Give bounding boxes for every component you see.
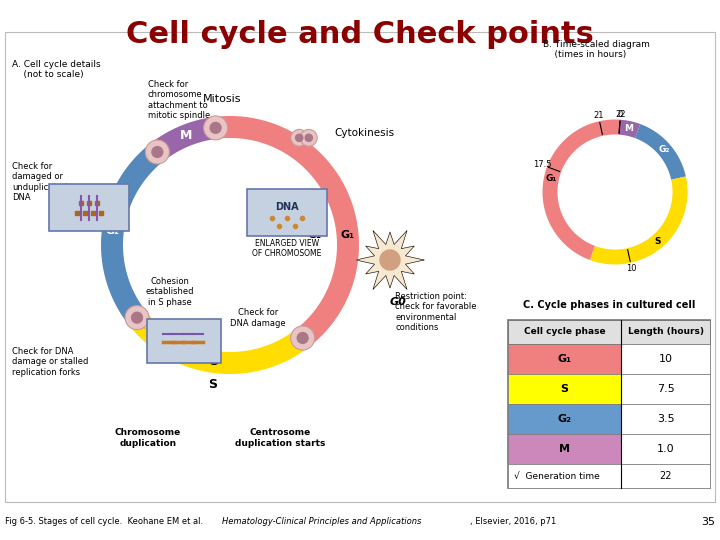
Text: G₁: G₁ bbox=[341, 230, 354, 240]
Polygon shape bbox=[635, 124, 686, 180]
Circle shape bbox=[125, 306, 149, 329]
Text: G₂: G₂ bbox=[658, 145, 670, 154]
Text: M: M bbox=[624, 124, 633, 133]
FancyBboxPatch shape bbox=[621, 404, 710, 434]
Polygon shape bbox=[150, 117, 217, 161]
Circle shape bbox=[300, 130, 318, 146]
Circle shape bbox=[132, 312, 143, 323]
Text: G₁: G₁ bbox=[308, 230, 322, 240]
Text: Fig 6-5. Stages of cell cycle.  Keohane EM et al.: Fig 6-5. Stages of cell cycle. Keohane E… bbox=[5, 517, 208, 526]
Text: Check for
DNA damage: Check for DNA damage bbox=[230, 308, 286, 328]
Text: Check for
chromosome
attachment to
mitotic spindle: Check for chromosome attachment to mitot… bbox=[148, 80, 210, 120]
FancyBboxPatch shape bbox=[508, 320, 710, 344]
FancyBboxPatch shape bbox=[508, 464, 710, 488]
FancyBboxPatch shape bbox=[147, 319, 221, 363]
Text: Check for
damaged or
unduplicated
DNA: Check for damaged or unduplicated DNA bbox=[12, 162, 67, 202]
Text: 10: 10 bbox=[626, 264, 637, 273]
Text: , Elsevier, 2016, p71: , Elsevier, 2016, p71 bbox=[470, 517, 557, 526]
Text: S: S bbox=[209, 355, 218, 368]
Text: 0: 0 bbox=[618, 110, 623, 119]
Circle shape bbox=[145, 140, 169, 164]
Text: Cell cycle and Check points: Cell cycle and Check points bbox=[126, 20, 594, 49]
FancyBboxPatch shape bbox=[621, 374, 710, 404]
Text: 21: 21 bbox=[593, 111, 603, 120]
FancyBboxPatch shape bbox=[49, 184, 129, 231]
Text: Restriction point:
check for favorable
environmental
conditions: Restriction point: check for favorable e… bbox=[395, 292, 477, 332]
Text: S: S bbox=[561, 384, 569, 394]
FancyBboxPatch shape bbox=[508, 320, 710, 488]
Text: Centrosome
duplication starts: Centrosome duplication starts bbox=[235, 428, 325, 448]
Polygon shape bbox=[590, 177, 688, 265]
Text: 22: 22 bbox=[660, 471, 672, 481]
FancyBboxPatch shape bbox=[621, 344, 710, 374]
Text: Cell cycle phase: Cell cycle phase bbox=[523, 327, 606, 336]
Text: 17.5: 17.5 bbox=[533, 160, 551, 170]
Circle shape bbox=[152, 147, 163, 158]
Polygon shape bbox=[128, 311, 310, 374]
Text: 35: 35 bbox=[701, 517, 715, 527]
Circle shape bbox=[204, 116, 228, 140]
Circle shape bbox=[291, 326, 315, 350]
Text: G₂: G₂ bbox=[557, 414, 572, 424]
Text: 7.5: 7.5 bbox=[657, 384, 675, 394]
FancyBboxPatch shape bbox=[508, 404, 621, 434]
Text: A. Cell cycle details
    (not to scale): A. Cell cycle details (not to scale) bbox=[12, 60, 101, 79]
Polygon shape bbox=[146, 144, 168, 160]
FancyBboxPatch shape bbox=[508, 434, 621, 464]
Text: G₂: G₂ bbox=[106, 226, 120, 235]
Text: 3.5: 3.5 bbox=[657, 414, 675, 424]
Circle shape bbox=[296, 134, 303, 141]
Text: Length (hours): Length (hours) bbox=[628, 327, 703, 336]
Text: Check for DNA
damage or stalled
replication forks: Check for DNA damage or stalled replicat… bbox=[12, 347, 89, 377]
Text: G₁: G₁ bbox=[546, 174, 557, 183]
Text: Mitosis: Mitosis bbox=[203, 94, 241, 104]
Polygon shape bbox=[619, 120, 640, 138]
Text: 22: 22 bbox=[615, 110, 626, 119]
FancyBboxPatch shape bbox=[508, 344, 621, 374]
Polygon shape bbox=[206, 118, 234, 129]
Text: G₁: G₁ bbox=[557, 354, 572, 364]
Text: M: M bbox=[559, 444, 570, 454]
Polygon shape bbox=[542, 119, 620, 260]
Text: Chromosome
duplication: Chromosome duplication bbox=[115, 428, 181, 448]
FancyBboxPatch shape bbox=[621, 434, 710, 464]
Polygon shape bbox=[219, 116, 359, 347]
Polygon shape bbox=[292, 329, 314, 347]
Text: C. Cycle phases in cultured cell: C. Cycle phases in cultured cell bbox=[523, 300, 696, 310]
Text: ENLARGED VIEW
OF CHROMOSOME: ENLARGED VIEW OF CHROMOSOME bbox=[252, 239, 322, 259]
Circle shape bbox=[210, 123, 221, 133]
Circle shape bbox=[305, 134, 312, 141]
Text: B. Time-scaled diagram
    (times in hours): B. Time-scaled diagram (times in hours) bbox=[543, 40, 650, 59]
FancyBboxPatch shape bbox=[508, 374, 621, 404]
Text: S: S bbox=[208, 379, 217, 392]
Text: S: S bbox=[654, 237, 661, 246]
Circle shape bbox=[291, 130, 307, 146]
Text: Hematology-Clinical Principles and Applications: Hematology-Clinical Principles and Appli… bbox=[222, 517, 421, 526]
Text: Cohesion
established
in S phase: Cohesion established in S phase bbox=[145, 277, 194, 307]
Polygon shape bbox=[101, 143, 164, 325]
Circle shape bbox=[380, 250, 400, 270]
Text: M: M bbox=[179, 129, 192, 142]
Circle shape bbox=[297, 333, 308, 343]
Polygon shape bbox=[356, 231, 424, 289]
Text: 10: 10 bbox=[659, 354, 672, 364]
Text: G₂: G₂ bbox=[78, 220, 91, 230]
Text: Cytokinesis: Cytokinesis bbox=[334, 128, 394, 138]
Text: DNA: DNA bbox=[275, 202, 299, 213]
Text: 1.0: 1.0 bbox=[657, 444, 675, 454]
Text: √  Generation time: √ Generation time bbox=[514, 471, 600, 481]
Text: Growth
in mass: Growth in mass bbox=[267, 206, 309, 228]
Polygon shape bbox=[128, 307, 145, 329]
Text: G0: G0 bbox=[390, 297, 406, 307]
FancyBboxPatch shape bbox=[247, 189, 327, 236]
